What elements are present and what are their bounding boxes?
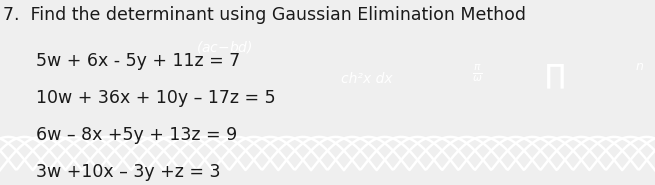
- Text: (ac$-$bd): (ac$-$bd): [196, 39, 253, 55]
- Text: $\frac{\pi}{\omega}$: $\frac{\pi}{\omega}$: [472, 63, 483, 84]
- Text: 5w + 6x - 5y + 11z = 7: 5w + 6x - 5y + 11z = 7: [36, 52, 240, 70]
- Text: $\prod$: $\prod$: [544, 63, 565, 91]
- Text: 10w + 36x + 10y – 17z = 5: 10w + 36x + 10y – 17z = 5: [36, 89, 276, 107]
- Text: ch²x dx: ch²x dx: [341, 72, 392, 86]
- Text: 7.  Find the determinant using Gaussian Elimination Method: 7. Find the determinant using Gaussian E…: [3, 6, 526, 23]
- Text: 6w – 8x +5y + 13z = 9: 6w – 8x +5y + 13z = 9: [36, 126, 237, 144]
- Text: 3w +10x – 3y +z = 3: 3w +10x – 3y +z = 3: [36, 163, 221, 181]
- Text: n: n: [635, 60, 643, 73]
